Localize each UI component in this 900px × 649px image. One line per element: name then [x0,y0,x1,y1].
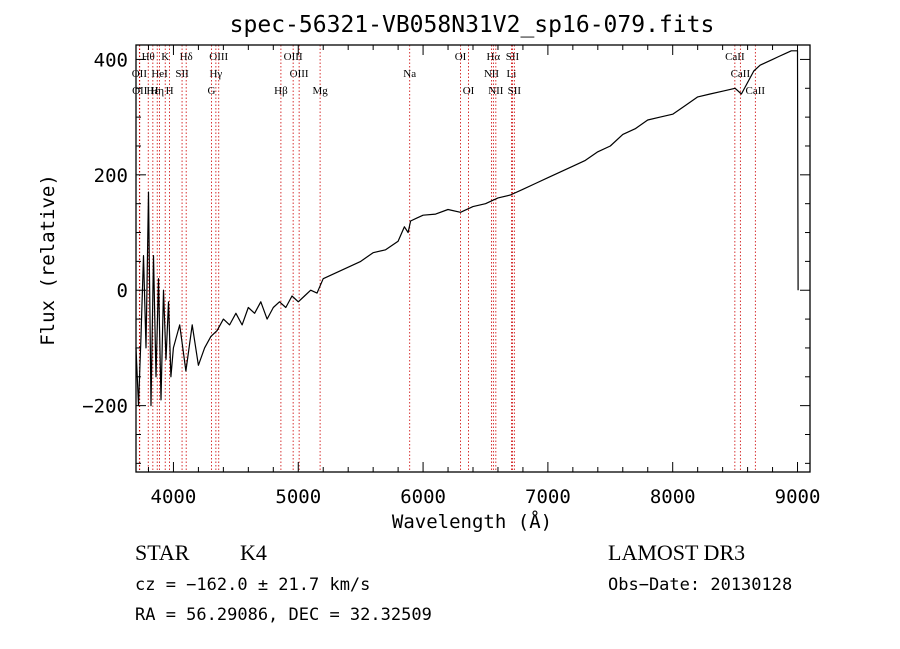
line-marker-label-9: SII [175,68,189,80]
line-marker-label-3: Hε [147,85,160,97]
object-subclass: K4 [240,540,267,565]
x-tick-label-1: 5000 [275,486,321,508]
line-marker-label-8: Hδ [180,51,193,63]
coords-text: RA = 56.29086, DEC = 32.32509 [135,605,432,625]
line-marker-label-27: CaII [731,68,751,80]
y-tick-label-1: 0 [117,280,128,302]
line-marker-label-22: NII [488,85,504,97]
y-tick-label-0: −200 [82,396,128,418]
redshift-text: cz = −162.0 ± 21.7 km/s [135,575,370,595]
line-marker-label-15: Hβ [274,85,288,97]
y-tick-label-3: 400 [94,49,128,71]
series-line-spectrum [135,50,799,407]
series-layer [135,50,799,407]
line-marker-label-28: CaII [746,85,766,97]
line-marker-label-23: SII [506,51,520,63]
line-marker-label-19: OI [463,85,475,97]
x-tick-label-5: 9000 [775,486,821,508]
line-marker-label-10: OIII [209,51,228,63]
line-marker-label-20: Hα [486,51,500,63]
x-axis-label: Wavelength (Å) [392,510,552,533]
line-marker-label-13: OIII [284,51,303,63]
line-marker-label-11: Hγ [209,68,222,80]
line-marker-label-24: Li [507,68,517,80]
line-marker-label-7: H [166,85,174,97]
y-tick-label-2: 200 [94,165,128,187]
object-class: STAR [135,540,190,565]
line-marker-label-17: Na [403,68,416,80]
x-tick-label-2: 6000 [400,486,446,508]
info-panel: STAR K4 LAMOST DR3 cz = −162.0 ± 21.7 km… [135,540,792,625]
line-marker-label-4: K [161,51,169,63]
line-marker-label-14: OIII [290,68,309,80]
line-markers: HθOIIOIIHεKHeIHηHHδSIIOIIIHγGOIIIOIIIHβM… [132,45,766,472]
line-marker-label-18: OI [455,51,467,63]
survey-name: LAMOST DR3 [608,540,745,565]
line-marker-label-12: G [208,85,216,97]
x-tick-label-4: 8000 [650,486,696,508]
line-marker-label-21: NII [484,68,500,80]
line-marker-label-6: Hη [150,85,164,97]
line-marker-label-5: HeI [151,68,168,80]
line-marker-label-2: OII [132,85,148,97]
x-axis: 4000 5000 6000 7000 8000 9000 [147,45,821,508]
line-marker-label-26: CaII [725,51,745,63]
chart-title: spec-56321-VB058N31V2_sp16-079.fits [230,12,715,38]
x-tick-label-3: 7000 [525,486,571,508]
line-marker-label-16: Mg [312,85,328,97]
y-axis: −200 0 200 400 [82,49,810,464]
y-axis-label: Flux (relative) [37,174,59,346]
plot-frame [135,44,811,473]
x-tick-label-0: 4000 [151,486,197,508]
obs-date-text: Obs−Date: 20130128 [608,575,792,595]
line-marker-label-0: Hθ [142,51,155,63]
line-marker-label-25: SII [508,85,522,97]
